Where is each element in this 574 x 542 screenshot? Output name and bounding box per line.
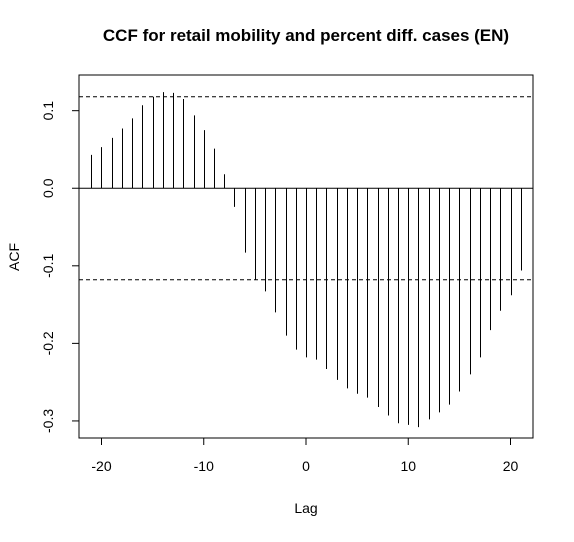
x-tick-label: 20: [503, 458, 519, 474]
y-tick-label: -0.3: [40, 409, 56, 433]
x-tick-label: -10: [194, 458, 214, 474]
y-axis-label: ACF: [6, 243, 22, 271]
x-tick-label: 0: [302, 458, 310, 474]
y-tick-label: 0.0: [40, 178, 56, 198]
ccf-bars: [91, 92, 522, 428]
y-tick-label: -0.1: [40, 254, 56, 278]
y-tick-label: -0.2: [40, 331, 56, 355]
chart-title: CCF for retail mobility and percent diff…: [103, 26, 509, 45]
y-tick-label: 0.1: [40, 101, 56, 121]
x-axis-label: Lag: [294, 500, 317, 516]
x-axis: -20 -10 0 10 20: [91, 438, 519, 474]
y-axis: -0.3 -0.2 -0.1 0.0 0.1: [40, 101, 79, 433]
x-tick-label: 10: [400, 458, 416, 474]
x-tick-label: -20: [91, 458, 111, 474]
